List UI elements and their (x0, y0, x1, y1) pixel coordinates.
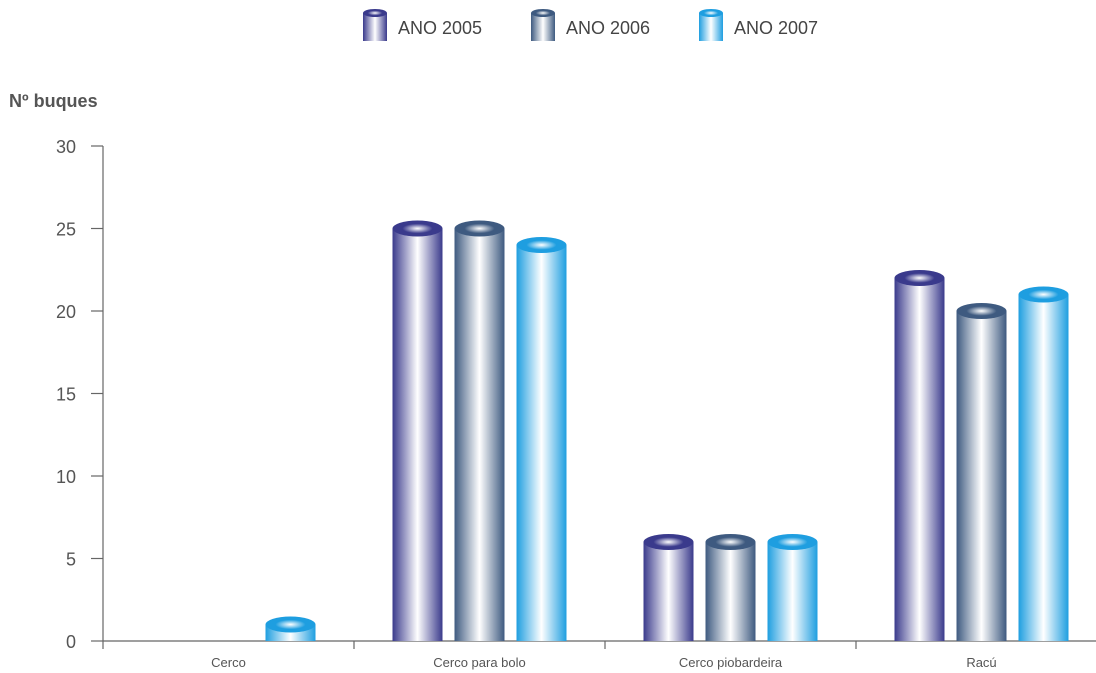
bar (894, 270, 945, 641)
y-tick-label: 30 (56, 137, 76, 157)
legend-swatch-2006 (531, 13, 555, 41)
legend-swatch-top-2007 (699, 9, 723, 17)
legend-item-2006: ANO 2006 (531, 9, 650, 41)
legend-swatch-2007 (699, 13, 723, 41)
bar (767, 534, 818, 641)
legend-label-2007: ANO 2007 (734, 18, 818, 38)
x-tick-label: Cerco para bolo (433, 655, 526, 670)
bars: Cerco Cerco para bolo Cerco piobardeira Rac… (211, 220, 1069, 670)
legend-label-2005: ANO 2005 (398, 18, 482, 38)
y-tick-label: 5 (66, 550, 76, 570)
legend-swatch-2005 (363, 13, 387, 41)
y-tick-label: 20 (56, 302, 76, 322)
x-tick-label: Cerco piobardeira (679, 655, 783, 670)
bar (392, 220, 443, 641)
bar (265, 616, 316, 641)
legend-label-2006: ANO 2006 (566, 18, 650, 38)
x-tick-label: Cerco (211, 655, 246, 670)
y-axis-title: Nº buques (9, 91, 98, 111)
legend-swatch-top-2006 (531, 9, 555, 17)
legend-swatch-top-2005 (363, 9, 387, 17)
y-tick-label: 0 (66, 632, 76, 652)
y-tick-label: 15 (56, 385, 76, 405)
legend-item-2005: ANO 2005 (363, 9, 482, 41)
legend: ANO 2005 ANO 2006 ANO 2007 (363, 9, 818, 41)
bar (454, 220, 505, 641)
bar (643, 534, 694, 641)
bar (1018, 286, 1069, 641)
legend-item-2007: ANO 2007 (699, 9, 818, 41)
bar (705, 534, 756, 641)
y-tick-label: 25 (56, 220, 76, 240)
bar (516, 237, 567, 641)
bar (956, 303, 1007, 641)
y-tick-label: 10 (56, 467, 76, 487)
x-tick-label: Racú (966, 655, 996, 670)
